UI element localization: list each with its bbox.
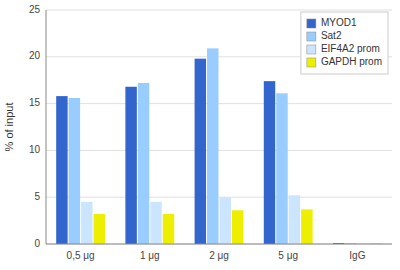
bar <box>289 195 300 244</box>
bar <box>94 214 105 244</box>
legend-swatch <box>307 58 316 67</box>
bar <box>81 202 92 244</box>
legend-swatch <box>307 32 316 41</box>
y-tick-label: 0 <box>34 238 40 249</box>
x-axis-line <box>46 244 392 245</box>
grid-line <box>46 150 392 151</box>
grid <box>46 10 392 244</box>
bar <box>195 59 206 244</box>
bar <box>138 83 149 244</box>
y-tick-label: 20 <box>29 50 41 61</box>
bar <box>301 209 312 244</box>
legend-swatch <box>307 45 316 54</box>
y-tick-label: 25 <box>29 4 41 15</box>
y-tick-label: 15 <box>29 97 41 108</box>
legend-label: EIF4A2 prom <box>321 43 380 54</box>
y-axis-line <box>46 10 47 244</box>
bar <box>69 98 80 244</box>
legend-label: Sat2 <box>321 30 342 41</box>
grid-line <box>46 244 392 245</box>
bar <box>276 93 287 244</box>
legend-frame <box>301 12 388 74</box>
bar <box>264 81 275 244</box>
y-axis-label: % of input <box>3 103 15 152</box>
bar <box>163 214 174 244</box>
legend: MYOD1 Sat2 EIF4A2 prom GAPDH prom <box>301 12 388 74</box>
legend-label: MYOD1 <box>321 17 357 28</box>
bar <box>150 202 161 244</box>
y-tick-label: 10 <box>29 144 41 155</box>
x-tick-label: 1 μg <box>140 250 160 261</box>
bars <box>56 48 382 244</box>
bar <box>125 87 136 244</box>
x-tick-label: 2 μg <box>209 250 229 261</box>
bar <box>207 48 218 244</box>
legend-label: GAPDH prom <box>321 56 382 67</box>
x-tick-label: IgG <box>349 250 365 261</box>
grid-line <box>46 197 392 198</box>
bar <box>220 197 231 244</box>
x-tick-label: 5 μg <box>278 250 298 261</box>
grid-line <box>46 10 392 11</box>
bar <box>56 96 67 244</box>
bar <box>232 210 243 244</box>
chart-container: 0 5 10 15 20 25 0,5 μg 1 μg 2 μg 5 μg IgG % of inpu… <box>0 0 400 270</box>
y-tick-label: 5 <box>34 191 40 202</box>
grid-line <box>46 103 392 104</box>
x-tick-label: 0,5 μg <box>67 250 95 261</box>
legend-swatch <box>307 19 316 28</box>
chart-svg: 0 5 10 15 20 25 0,5 μg 1 μg 2 μg 5 μg IgG % of inpu… <box>0 0 400 270</box>
